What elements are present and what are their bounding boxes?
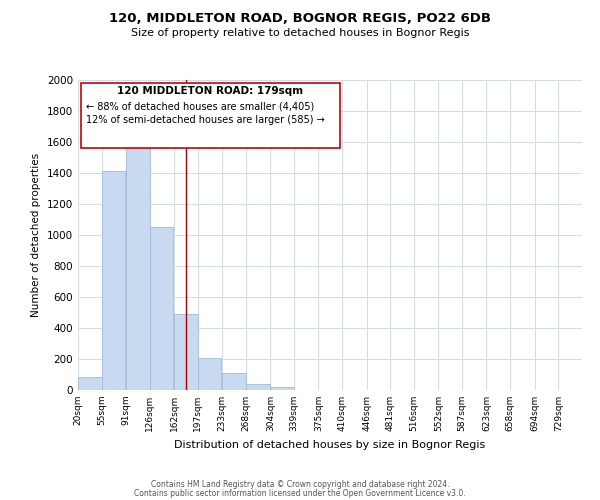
- Bar: [78, 377, 101, 390]
- Text: Contains public sector information licensed under the Open Government Licence v3: Contains public sector information licen…: [134, 489, 466, 498]
- Bar: [175, 314, 198, 390]
- Bar: [126, 141, 149, 390]
- Y-axis label: Number of detached properties: Number of detached properties: [31, 153, 41, 317]
- X-axis label: Distribution of detached houses by size in Bognor Regis: Distribution of detached houses by size …: [175, 440, 485, 450]
- Text: Size of property relative to detached houses in Bognor Regis: Size of property relative to detached ho…: [131, 28, 469, 38]
- Bar: [102, 170, 125, 390]
- Bar: [223, 373, 246, 390]
- Bar: [246, 384, 269, 390]
- Text: ← 88% of detached houses are smaller (4,405): ← 88% of detached houses are smaller (4,…: [86, 102, 314, 112]
- Bar: [150, 227, 173, 390]
- Text: 12% of semi-detached houses are larger (585) →: 12% of semi-detached houses are larger (…: [86, 115, 325, 125]
- Text: 120, MIDDLETON ROAD, BOGNOR REGIS, PO22 6DB: 120, MIDDLETON ROAD, BOGNOR REGIS, PO22 …: [109, 12, 491, 26]
- Text: Contains HM Land Registry data © Crown copyright and database right 2024.: Contains HM Land Registry data © Crown c…: [151, 480, 449, 489]
- Bar: [198, 358, 221, 390]
- Text: 120 MIDDLETON ROAD: 179sqm: 120 MIDDLETON ROAD: 179sqm: [118, 86, 304, 96]
- Bar: [271, 387, 294, 390]
